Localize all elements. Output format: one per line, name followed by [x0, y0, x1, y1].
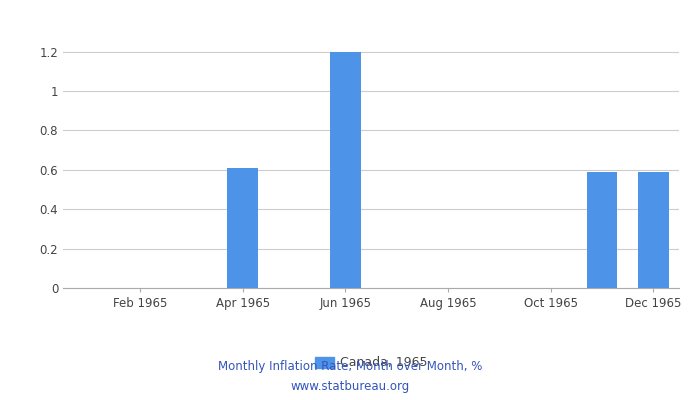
- Text: Monthly Inflation Rate, Month over Month, %: Monthly Inflation Rate, Month over Month…: [218, 360, 482, 373]
- Bar: [228, 168, 258, 288]
- Bar: [587, 172, 617, 288]
- Text: www.statbureau.org: www.statbureau.org: [290, 380, 410, 393]
- Legend: Canada, 1965: Canada, 1965: [309, 352, 433, 374]
- Bar: [330, 52, 360, 288]
- Bar: [638, 172, 668, 288]
